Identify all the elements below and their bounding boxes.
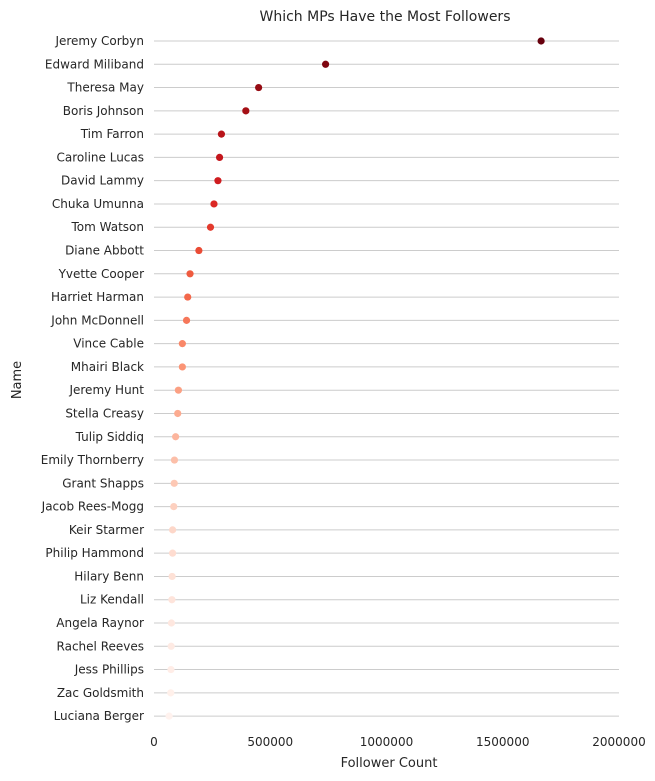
data-point: [165, 712, 173, 720]
y-tick-label: Yvette Cooper: [58, 267, 144, 281]
y-tick-label: Caroline Lucas: [57, 150, 145, 164]
x-tick-label: 1000000: [360, 735, 413, 749]
y-tick-label: Liz Kendall: [80, 593, 144, 607]
y-tick-label: Rachel Reeves: [57, 639, 144, 653]
chart-title: Which MPs Have the Most Followers: [260, 9, 511, 25]
data-point: [210, 200, 218, 208]
y-tick-label: Jeremy Corbyn: [54, 34, 144, 48]
y-tick-label: Jacob Rees-Mogg: [41, 500, 144, 514]
y-tick-label: Theresa May: [66, 81, 144, 95]
y-tick-label: Emily Thornberry: [41, 453, 144, 467]
grid-lines: [154, 40, 619, 717]
x-tick-label: 1500000: [476, 735, 529, 749]
y-tick-label: Keir Starmer: [69, 523, 144, 537]
data-point: [168, 572, 176, 581]
data-point: [206, 223, 215, 231]
y-tick-label: Tom Watson: [71, 220, 145, 234]
y-tick-label: Boris Johnson: [63, 104, 144, 118]
data-point: [174, 386, 183, 394]
data-point: [255, 83, 263, 92]
y-tick-label: David Lammy: [61, 174, 144, 188]
y-tick-label: Tim Farron: [80, 127, 144, 141]
data-point: [167, 689, 175, 697]
y-tick-label: Philip Hammond: [45, 546, 144, 560]
y-tick-label: Luciana Berger: [54, 709, 144, 723]
data-point: [167, 642, 175, 650]
data-point: [170, 503, 178, 511]
data-point: [170, 479, 178, 487]
y-tick-label: Tulip Siddiq: [75, 430, 144, 444]
data-point: [186, 270, 194, 278]
y-tick-label: Edward Miliband: [45, 57, 144, 71]
data-point: [178, 363, 186, 371]
data-point: [167, 619, 176, 627]
data-point: [242, 107, 250, 115]
y-tick-label: Grant Shapps: [62, 476, 144, 490]
data-point: [167, 665, 175, 674]
y-tick-label: Diane Abbott: [65, 244, 144, 258]
data-point: [168, 596, 176, 604]
y-tick-label: Harriet Harman: [51, 290, 144, 304]
y-tick-label: Stella Creasy: [65, 406, 144, 420]
y-tick-label: Jeremy Hunt: [68, 383, 144, 397]
data-points: [165, 37, 545, 720]
data-point: [195, 246, 203, 255]
x-tick-labels: 0 500000 1000000 1500000 2000000: [150, 735, 646, 749]
data-point: [169, 549, 177, 557]
data-point: [174, 409, 182, 418]
x-tick-label: 2000000: [592, 735, 645, 749]
data-point: [217, 130, 226, 138]
data-point: [215, 153, 224, 161]
y-tick-label: Vince Cable: [73, 337, 144, 351]
data-point: [170, 456, 179, 464]
y-tick-label: Jess Phillips: [74, 663, 144, 677]
y-tick-label: Chuka Umunna: [52, 197, 144, 211]
y-tick-label: Zac Goldsmith: [57, 686, 144, 700]
y-tick-label: Hilary Benn: [74, 569, 144, 583]
data-point: [214, 177, 222, 185]
data-point: [537, 37, 545, 45]
x-tick-label: 0: [150, 735, 158, 749]
x-axis-label: Follower Count: [341, 756, 438, 771]
data-point: [169, 526, 177, 534]
data-point: [178, 340, 186, 348]
data-point: [184, 293, 192, 301]
y-tick-labels: Jeremy Corbyn Edward Miliband Theresa May B…: [41, 34, 145, 723]
y-tick-label: Mhairi Black: [71, 360, 144, 374]
data-point: [172, 433, 180, 441]
y-axis-label: Name: [10, 361, 25, 399]
y-tick-label: John McDonnell: [50, 313, 144, 327]
x-tick-label: 500000: [247, 735, 293, 749]
data-point: [321, 60, 330, 68]
data-point: [182, 316, 191, 324]
y-tick-label: Angela Raynor: [56, 616, 144, 630]
